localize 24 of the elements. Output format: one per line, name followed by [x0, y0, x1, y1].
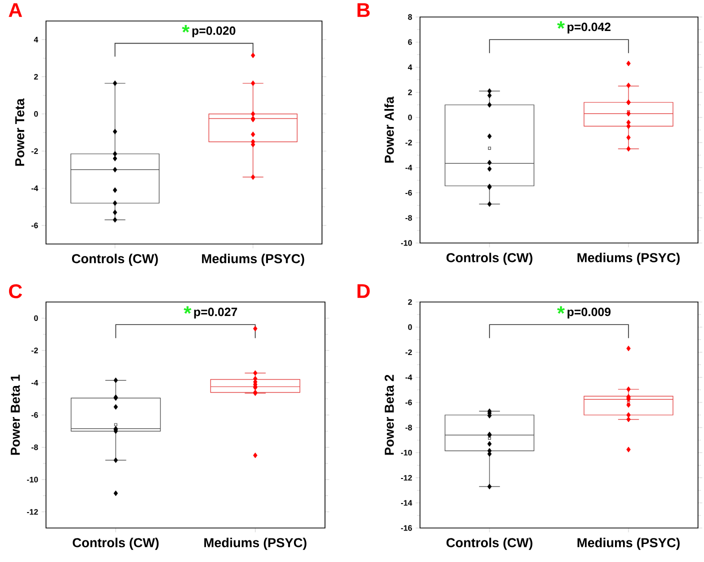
x-tick-label: Mediums (PSYC) — [204, 538, 306, 550]
annotation: * — [557, 21, 565, 29]
chart-title: D — [358, 284, 370, 298]
x-tick-label: Controls (CW) — [446, 252, 532, 265]
x-tick-label: Mediums (PSYC) — [202, 254, 304, 266]
annotation: * — [184, 306, 192, 314]
y-axis-title: Power Beta 2 — [384, 374, 394, 455]
annotation: p=0.027 — [194, 308, 238, 319]
annotation: * — [557, 306, 565, 314]
chart-title: C — [9, 284, 22, 298]
x-tick-label: Mediums (PSYC) — [578, 538, 680, 550]
annotation: p=0.009 — [568, 308, 611, 319]
x-tick-label: Controls (CW) — [72, 254, 158, 266]
x-tick-label: Controls (CW) — [72, 538, 159, 550]
y-axis-title: Power Beta 1 — [10, 374, 20, 455]
y-axis-title: Power Alfa — [384, 96, 394, 163]
y-axis-title: Power Teta — [15, 98, 24, 166]
x-tick-label: Mediums (PSYC) — [578, 252, 680, 265]
chart-title: B — [358, 3, 370, 17]
chart-title: A — [8, 3, 22, 17]
annotation: * — [182, 25, 190, 32]
annotation: p=0.020 — [192, 26, 236, 38]
x-tick-label: Controls (CW) — [446, 538, 532, 550]
annotation: p=0.042 — [568, 22, 611, 34]
